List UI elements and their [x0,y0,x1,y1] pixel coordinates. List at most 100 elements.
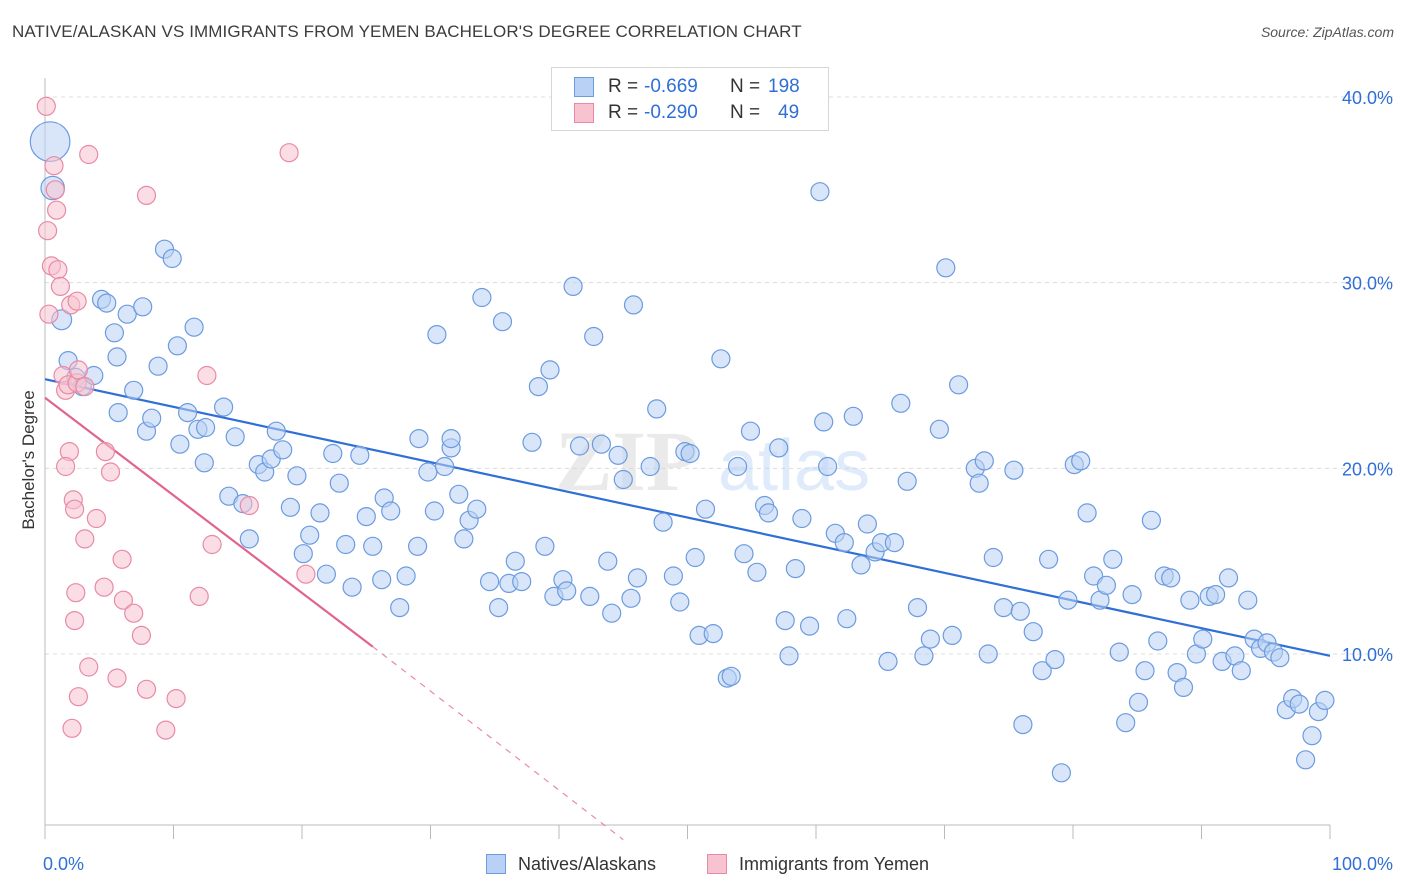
natives-point [1071,451,1091,471]
bottom-legend-swatch-natives [486,854,506,874]
yemen-point [64,499,85,519]
natives-point [907,597,928,618]
natives-point [167,336,187,356]
bottom-legend-yemen: Immigrants from Yemen [707,852,929,876]
natives-point [390,597,410,618]
yemen-point [44,156,64,176]
legend-r-label: R = [608,102,639,123]
yemen-point [75,377,95,397]
natives-point [584,326,604,347]
natives-point [1045,649,1065,670]
natives-point [1058,590,1078,610]
natives-point [97,293,117,313]
yemen-point [48,260,68,280]
natives-point [775,610,795,631]
yemen-point [46,200,67,220]
natives-point [441,429,461,449]
natives-point [695,499,716,519]
natives-point [124,380,144,400]
yemen-point [202,534,222,555]
natives-point [266,421,286,441]
yemen-point [113,590,134,610]
natives-point [1193,629,1213,649]
legend-row-yemen: R = -0.290 N = 49 [574,101,799,125]
natives-point [621,588,641,608]
natives-point [1013,714,1033,735]
natives-point [920,629,941,649]
natives-point [680,443,700,464]
natives-point [310,503,330,523]
natives-point [162,248,182,269]
x-tick-label-max: 100.0% [1332,854,1393,874]
natives-point [1270,648,1290,668]
natives-point [454,529,474,549]
natives-point [1038,549,1059,569]
natives-point [29,121,71,163]
natives-point [942,625,962,646]
natives-point [449,484,469,504]
natives-point [598,551,618,571]
legend-swatch-yemen [574,103,594,123]
yemen-point [156,720,176,740]
natives-point [857,514,878,534]
bottom-legend-natives: Natives/Alaskans [486,852,656,876]
natives-point [1128,692,1149,712]
natives-point [647,399,667,419]
natives-point [769,438,789,458]
yemen-point [136,185,157,205]
natives-point [569,436,590,456]
natives-point [740,421,761,441]
natives-point [409,429,429,449]
yemen-point [166,688,186,709]
yemen-point [86,508,107,529]
y-tick-label: 20.0% [1342,459,1393,479]
yemen-point [197,365,217,386]
natives-trend-line [44,378,1331,657]
natives-point [287,466,307,486]
yemen-point [100,462,121,482]
natives-point [540,360,560,380]
natives-point [467,499,487,519]
natives-point [505,551,525,571]
natives-point [978,644,998,664]
natives-point [851,555,871,575]
bottom-legend-swatch-yemen [707,854,727,874]
natives-point [1302,726,1322,746]
yemen-point [36,96,56,116]
natives-point [356,506,376,527]
legend-n-value: 49 [778,102,800,123]
natives-point [703,623,723,644]
natives-point [372,570,392,590]
natives-point [472,287,492,308]
natives-point [843,406,863,426]
yemen-point [189,586,209,607]
yemen-point [79,657,99,677]
natives-point [792,508,812,529]
natives-point [929,419,950,439]
natives-point [1180,590,1200,610]
natives-point [239,529,259,549]
natives-point [104,323,125,343]
natives-point [734,544,754,564]
natives-point [608,445,628,465]
natives-point [627,568,648,588]
natives-point [936,258,956,278]
natives-point [329,473,349,493]
natives-point [133,297,153,317]
natives-point [837,609,857,629]
legend-r-label: R = [608,76,639,97]
natives-point [418,462,438,482]
yemen-point [39,304,59,324]
natives-point [613,469,633,490]
legend-n-label: N = [730,76,761,97]
yemen-trend-extension [372,646,624,841]
natives-point [1295,750,1316,770]
yemen-point [37,221,58,241]
yemen-point [131,625,151,646]
watermark-zip: ZIP [555,413,698,509]
natives-point [196,417,216,438]
natives-point [983,547,1003,568]
y-axis-label: Bachelor's Degree [19,390,38,529]
natives-point [148,356,168,376]
